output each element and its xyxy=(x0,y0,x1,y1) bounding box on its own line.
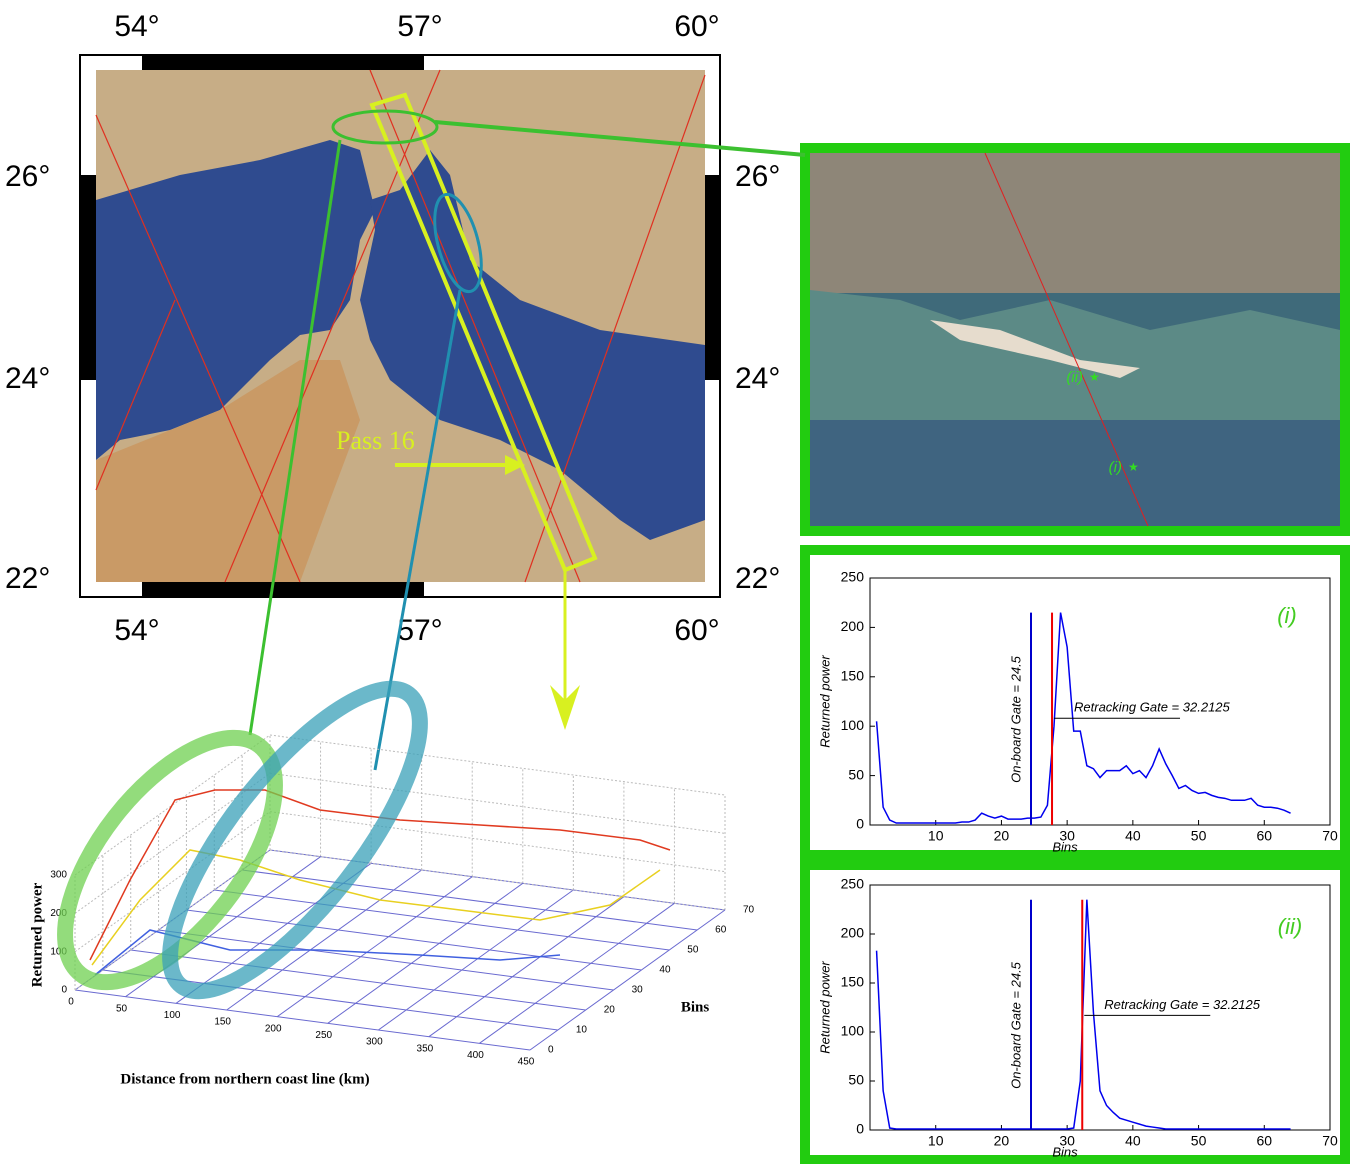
lat-label: 24° xyxy=(5,362,50,395)
y-tick-label: 100 xyxy=(841,717,865,733)
grid-line xyxy=(378,890,573,1030)
y-tick-label: 60 xyxy=(715,925,727,936)
gate-label: On-board Gate = 24.5 xyxy=(1008,655,1023,783)
panel-label: (ii) xyxy=(1278,914,1302,939)
lat-label: 22° xyxy=(5,562,50,595)
grid-line xyxy=(270,735,725,795)
lat-label: 24° xyxy=(735,362,780,395)
x-tick-label: 350 xyxy=(417,1043,434,1054)
y-tick-label: 20 xyxy=(604,1005,616,1016)
x-tick-label: 0 xyxy=(68,997,74,1008)
frame-bar xyxy=(142,582,424,597)
waterfall-plot: 0 50 100 150 200 250 300 350 400 450 0 10 20 30 40 50 60… xyxy=(26,654,755,1087)
x-tick-label: 70 xyxy=(1322,1133,1338,1149)
lon-label: 57° xyxy=(397,614,442,647)
x-tick-label: 40 xyxy=(1125,1133,1141,1149)
x-tick-label: 10 xyxy=(928,1133,944,1149)
x-tick-label: 60 xyxy=(1256,828,1272,844)
grid-line xyxy=(227,870,422,1010)
y-tick-label: 70 xyxy=(743,905,755,916)
y-tick-label: 200 xyxy=(841,925,865,941)
x-tick-label: 250 xyxy=(315,1030,332,1041)
highlight-ellipse xyxy=(130,654,460,1026)
y-axis-label: Bins xyxy=(681,999,710,1015)
x-tick-label: 40 xyxy=(1125,828,1141,844)
panel-label: (i) xyxy=(1277,603,1297,628)
x-tick-label: 60 xyxy=(1256,1133,1272,1149)
x-axis-label: Bins xyxy=(1052,839,1078,854)
pass-label: Pass 16 xyxy=(336,426,415,455)
lat-label: 22° xyxy=(735,562,780,595)
grid-line xyxy=(270,773,725,833)
map: Pass 16 54° 57° 60° 54° 57° 60° 26° 24° … xyxy=(5,10,780,647)
x-tick-label: 20 xyxy=(994,1133,1010,1149)
zoom-sea xyxy=(810,420,1340,526)
lon-label: 54° xyxy=(114,10,159,43)
point-label: (ii) xyxy=(1066,369,1083,386)
x-tick-label: 70 xyxy=(1322,828,1338,844)
zoom-land xyxy=(810,153,1340,293)
x-tick-label: 50 xyxy=(1191,1133,1207,1149)
z-tick-label: 300 xyxy=(50,870,67,881)
gate-label: On-board Gate = 24.5 xyxy=(1008,961,1023,1089)
point-label: (i) xyxy=(1109,459,1122,476)
z-tick-label: 0 xyxy=(61,985,67,996)
y-tick-label: 100 xyxy=(841,1023,865,1039)
x-tick-label: 150 xyxy=(214,1017,231,1028)
lon-label: 57° xyxy=(397,10,442,43)
x-axis-label: Distance from northern coast line (km) xyxy=(120,1071,369,1087)
lon-label: 60° xyxy=(674,614,719,647)
x-tick-label: 10 xyxy=(928,828,944,844)
y-tick-label: 50 xyxy=(848,1072,864,1088)
x-axis-label: Bins xyxy=(1052,1144,1078,1159)
star: ★ xyxy=(1089,370,1100,384)
y-tick-label: 150 xyxy=(841,668,865,684)
lon-label: 60° xyxy=(674,10,719,43)
x-tick-label: 450 xyxy=(518,1057,535,1068)
y-tick-label: 50 xyxy=(687,945,699,956)
star: ★ xyxy=(1128,460,1139,474)
y-tick-label: 10 xyxy=(576,1025,588,1036)
y-tick-label: 0 xyxy=(856,816,864,832)
zoom-panel: (ii) ★ (i) ★ xyxy=(805,148,1345,531)
y-axis-label: Returned power xyxy=(817,961,832,1054)
y-tick-label: 250 xyxy=(841,569,865,585)
frame-bar xyxy=(142,55,424,70)
lat-label: 26° xyxy=(735,160,780,193)
x-tick-label: 100 xyxy=(164,1010,181,1021)
y-tick-label: 0 xyxy=(548,1045,554,1056)
frame-bar xyxy=(80,175,96,380)
grid-line xyxy=(530,910,725,1050)
y-tick-label: 150 xyxy=(841,974,865,990)
grid-line xyxy=(328,883,523,1023)
lat-label: 26° xyxy=(5,160,50,193)
retrack-label: Retracking Gate = 32.2125 xyxy=(1074,700,1231,715)
y-tick-label: 30 xyxy=(632,985,644,996)
x-tick-label: 20 xyxy=(994,828,1010,844)
y-tick-label: 200 xyxy=(841,618,865,634)
y-tick-label: 250 xyxy=(841,876,865,892)
x-tick-label: 50 xyxy=(1191,828,1207,844)
y-tick-label: 0 xyxy=(856,1121,864,1137)
figure: Pass 16 54° 57° 60° 54° 57° 60° 26° 24° … xyxy=(0,0,1353,1164)
z-axis-label: Returned power xyxy=(29,882,45,987)
x-tick-label: 200 xyxy=(265,1023,282,1034)
x-tick-label: 300 xyxy=(366,1037,383,1048)
y-axis-label: Returned power xyxy=(817,655,832,748)
grid-line xyxy=(270,812,725,872)
y-tick-label: 40 xyxy=(659,965,671,976)
frame-bar xyxy=(705,175,720,380)
grid-line xyxy=(277,877,472,1017)
y-tick-label: 50 xyxy=(848,766,864,782)
x-tick-label: 50 xyxy=(116,1003,128,1014)
retrack-label: Retracking Gate = 32.2125 xyxy=(1104,997,1261,1012)
lon-label: 54° xyxy=(114,614,159,647)
grid-line xyxy=(479,903,674,1043)
x-tick-label: 400 xyxy=(467,1050,484,1061)
